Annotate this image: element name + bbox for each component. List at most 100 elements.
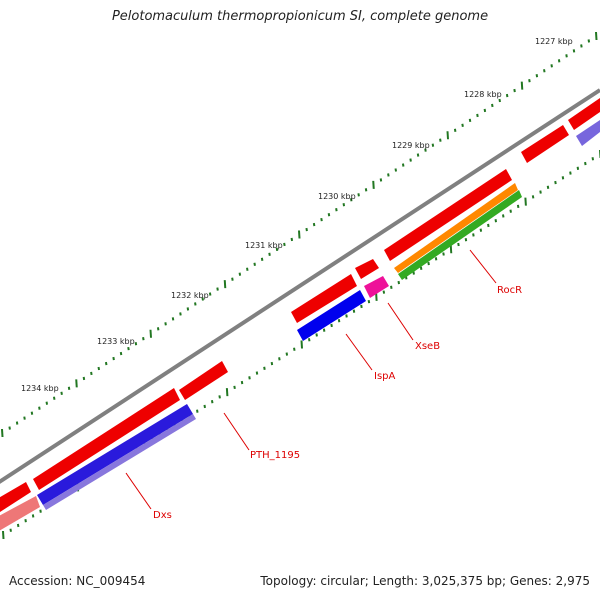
outer-minor-tick xyxy=(60,391,63,395)
outer-minor-tick xyxy=(535,74,539,78)
tick-label-1227: 1227 kbp xyxy=(535,37,573,46)
inner-minor-tick xyxy=(322,328,326,332)
inner-major-tick xyxy=(449,245,453,254)
outer-minor-tick xyxy=(52,396,56,400)
inner-minor-tick xyxy=(196,409,199,413)
cds-feature-1228[interactable] xyxy=(521,125,569,163)
annotation-bar-rocr-green[interactable] xyxy=(398,190,522,280)
outer-minor-tick xyxy=(557,59,561,63)
outer-minor-tick xyxy=(394,168,398,172)
outer-minor-tick xyxy=(505,93,509,98)
outer-minor-tick xyxy=(208,292,212,296)
inner-minor-tick xyxy=(16,523,20,528)
outer-minor-tick xyxy=(90,371,93,376)
outer-minor-tick xyxy=(97,366,101,371)
annotation-bar-pink-left[interactable] xyxy=(0,496,40,531)
outer-minor-tick xyxy=(461,123,464,127)
outer-minor-tick xyxy=(587,39,591,43)
cds-feature-1227[interactable] xyxy=(568,98,600,130)
outer-major-tick xyxy=(446,131,449,140)
outer-minor-tick xyxy=(431,143,435,147)
outer-major-tick xyxy=(595,31,598,41)
inner-minor-tick xyxy=(569,171,572,175)
outer-minor-tick xyxy=(416,153,420,157)
inner-minor-tick xyxy=(397,280,400,285)
outer-minor-tick xyxy=(194,302,197,306)
inner-minor-tick xyxy=(464,238,468,242)
outer-minor-tick xyxy=(572,49,576,53)
outer-minor-tick xyxy=(67,386,71,391)
tick-label-1230: 1230 kbp xyxy=(318,192,356,201)
gene-label-pth1195[interactable]: PTH_1195 xyxy=(250,450,300,461)
inner-minor-tick xyxy=(419,266,423,270)
annotation-bar-dxs-shadow xyxy=(43,414,196,510)
inner-minor-tick xyxy=(263,366,266,370)
inner-minor-tick xyxy=(390,285,393,290)
cds-feature-pth1195-top[interactable] xyxy=(179,361,228,400)
outer-minor-tick xyxy=(335,208,338,212)
inner-minor-tick xyxy=(531,195,535,199)
cds-feature-ispa-top[interactable] xyxy=(291,274,357,323)
inner-minor-tick xyxy=(31,514,35,518)
inner-minor-tick xyxy=(285,352,289,356)
annotation-bar-rocr-orange[interactable] xyxy=(394,183,518,273)
outer-minor-tick xyxy=(238,272,242,276)
outer-minor-tick xyxy=(134,342,138,346)
inner-minor-tick xyxy=(502,214,505,218)
outer-minor-tick xyxy=(23,416,26,420)
outer-minor-tick xyxy=(409,158,412,162)
outer-minor-tick xyxy=(320,217,323,222)
outer-minor-tick xyxy=(179,312,182,316)
annotation-bar-ispa[interactable] xyxy=(297,290,366,341)
outer-minor-tick xyxy=(357,193,360,197)
outer-major-tick xyxy=(75,379,78,388)
tick-label-1228: 1228 kbp xyxy=(464,90,502,99)
cds-feature-xseb-top[interactable] xyxy=(355,259,379,279)
outer-minor-tick xyxy=(283,242,286,247)
annotation-bar-xseb[interactable] xyxy=(364,276,389,298)
tick-label-1229: 1229 kbp xyxy=(392,141,430,150)
outer-minor-tick xyxy=(112,356,115,361)
outer-minor-tick xyxy=(379,178,383,182)
accession-text: Accession: NC_009454 xyxy=(9,574,146,588)
inner-minor-tick xyxy=(479,228,483,232)
outer-minor-tick xyxy=(260,257,264,261)
outer-tick-marks xyxy=(1,31,598,438)
gene-label-rocr[interactable]: RocR xyxy=(497,285,522,296)
gene-label-dxs[interactable]: Dxs xyxy=(153,510,172,521)
inner-minor-tick xyxy=(554,180,557,185)
gene-label-ispa[interactable]: IspA xyxy=(374,371,396,382)
inner-minor-tick xyxy=(307,338,311,342)
cds-feature-dxs-top[interactable] xyxy=(33,388,180,490)
outer-minor-tick xyxy=(305,227,308,232)
annotation-bar-purple-right[interactable] xyxy=(576,120,600,146)
cds-feature-left-top[interactable] xyxy=(0,482,31,512)
inner-minor-tick xyxy=(39,509,42,513)
leader-line-rocr xyxy=(469,249,497,284)
inner-minor-tick xyxy=(278,357,281,361)
leader-line-ispa xyxy=(345,333,373,371)
outer-minor-tick xyxy=(38,406,41,410)
inner-minor-tick xyxy=(315,333,318,337)
inner-minor-tick xyxy=(233,385,236,390)
inner-minor-tick xyxy=(367,299,371,304)
inner-minor-tick xyxy=(412,271,415,275)
outer-minor-tick xyxy=(15,421,19,425)
inner-minor-tick xyxy=(9,528,12,532)
inner-minor-tick xyxy=(382,290,386,294)
outer-minor-tick xyxy=(550,64,553,68)
annotation-bar-dxs[interactable] xyxy=(37,404,193,505)
genome-backbone xyxy=(0,88,600,484)
outer-minor-tick xyxy=(201,297,204,301)
gene-label-xseb[interactable]: XseB xyxy=(415,341,440,352)
cds-feature-rocr-top[interactable] xyxy=(384,169,512,261)
inner-major-tick xyxy=(300,340,303,349)
inner-minor-tick xyxy=(330,323,333,328)
outer-minor-tick xyxy=(498,98,501,103)
inner-minor-tick xyxy=(584,161,587,166)
outer-minor-tick xyxy=(82,376,86,381)
inner-minor-tick xyxy=(494,219,498,223)
outer-minor-tick xyxy=(104,361,108,366)
inner-minor-tick xyxy=(203,404,206,409)
